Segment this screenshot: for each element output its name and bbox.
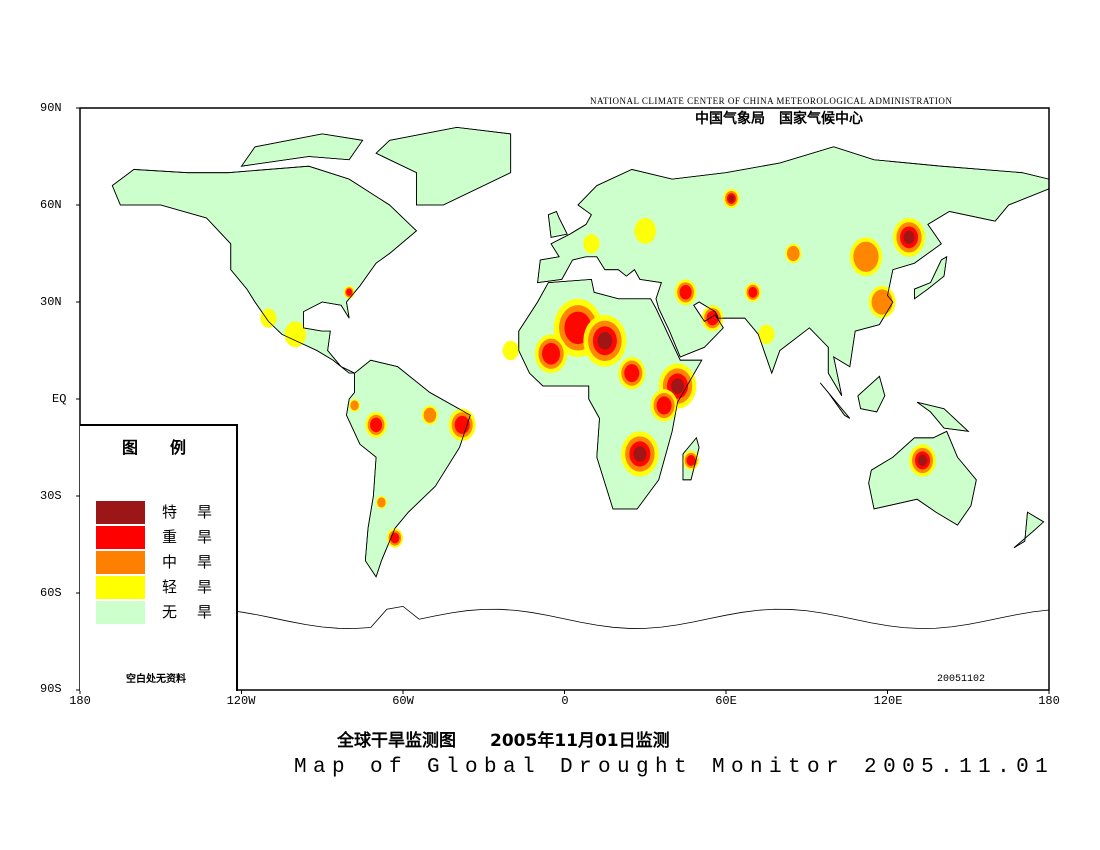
legend-item-extreme: 特旱 [96,501,232,524]
legend-label: 无旱 [162,603,233,621]
coastline-canadian-arctic [240,133,364,167]
drought-hotspot [853,241,879,272]
date-stamp: 20051102 [937,674,986,685]
lat-label: 30N [40,295,62,309]
coastline-britain [547,210,568,238]
drought-hotspot [370,417,383,433]
coastline-new-guinea [916,401,970,432]
drought-hotspot [541,342,561,365]
coastline-new-zealand [1013,511,1045,549]
lat-label: 30S [40,489,62,503]
no-data-note: 空白处无资料 [126,674,186,685]
drought-hotspot [917,454,928,466]
lat-label: 60N [40,198,62,212]
drought-hotspot [502,340,519,361]
legend-swatch [96,601,145,624]
legend-swatch [96,551,145,574]
legend-label: 中旱 [162,553,233,571]
drought-hotspot [671,378,684,394]
coastline-sumatra [819,382,851,419]
landmass-canadian-arctic [240,133,364,167]
landmass-north-america [111,165,418,374]
drought-hotspot [454,415,470,434]
drought-hotspot [656,396,672,415]
lat-label: 90S [40,682,62,696]
landmass-new-zealand [1013,511,1045,549]
drought-hotspot [903,230,915,244]
drought-hotspot [350,400,359,411]
drought-hotspot [758,324,775,345]
legend-label: 重旱 [162,528,233,546]
coastline-australia [868,430,977,526]
legend-item-severe: 重旱 [96,526,232,549]
drought-hotspot [624,364,640,383]
drought-hotspot [871,289,893,315]
lon-label: 60W [392,694,414,708]
drought-hotspot [346,288,353,296]
legend-label: 轻旱 [162,578,233,596]
drought-hotspot [597,332,613,350]
agency-english: NATIONAL CLIMATE CENTER OF CHINA METEORO… [590,96,953,106]
drought-hotspot [390,532,400,544]
legend-swatch [96,576,145,599]
drought-hotspot [633,446,647,462]
drought-hotspot [748,286,758,298]
legend-item-none: 无旱 [96,601,232,624]
coastline-borneo [857,375,886,413]
lat-label: 90N [40,101,62,115]
coastline-japan [914,255,948,300]
drought-hotspot [377,497,386,508]
drought-hotspot [423,407,437,423]
coastline-south-america [346,359,471,578]
legend-item-light: 轻旱 [96,576,232,599]
lat-label: EQ [52,392,67,406]
landmass-south-america [346,359,471,578]
lon-label: 0 [561,694,569,708]
drought-hotspot [634,217,657,244]
agency-chinese: 中国气象局 国家气候中心 [695,111,863,127]
lon-label: 180 [69,694,91,708]
drought-hotspot [686,455,696,466]
lon-label: 120E [873,694,903,708]
legend-swatch [96,501,145,524]
drought-hotspot [583,234,600,254]
drought-hotspot [260,308,277,328]
antarctica-coastline [79,605,1050,629]
lon-label: 60E [715,694,737,708]
coastline-north-america [111,165,418,374]
drought-hotspot [284,321,307,348]
coastline-africa [518,278,703,510]
lon-label: 120W [226,694,256,708]
lon-label: 180 [1038,694,1060,708]
lat-label: 60S [40,586,62,600]
legend-label: 特旱 [162,503,233,521]
legend-swatch [96,526,145,549]
coastline-eurasia [537,146,1050,396]
legend-box: 图例 特旱 重旱 中旱 轻旱 无旱 空白处无资料 [80,424,238,691]
title-chinese: 全球干旱监测图 2005年11月01日监测 [337,731,670,751]
drought-hotspot [728,195,735,202]
drought-hotspot [706,310,719,326]
drought-hotspot [679,285,692,300]
coastline-greenland [375,126,512,206]
coastline-madagascar [682,436,700,481]
legend-item-moderate: 中旱 [96,551,232,574]
drought-hotspot [786,245,800,262]
legend-title: 图例 [122,438,219,457]
title-english: Map of Global Drought Monitor 2005.11.01 [294,756,1055,779]
